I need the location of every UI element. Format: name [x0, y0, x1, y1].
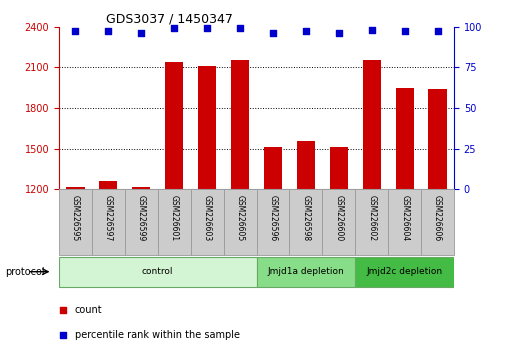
Bar: [59, 257, 256, 287]
Bar: [125, 189, 158, 255]
Text: protocol: protocol: [5, 267, 45, 277]
Point: [236, 25, 244, 31]
Bar: [355, 189, 388, 255]
Text: GSM226600: GSM226600: [334, 195, 343, 241]
Point: [433, 29, 442, 34]
Bar: [59, 189, 92, 255]
Point: [269, 30, 277, 36]
Bar: [264, 147, 282, 189]
Bar: [428, 89, 447, 189]
Bar: [256, 257, 355, 287]
Text: GSM226596: GSM226596: [268, 195, 278, 241]
Point: [203, 25, 211, 31]
Bar: [66, 187, 85, 189]
Bar: [224, 189, 256, 255]
Text: count: count: [75, 305, 103, 315]
Text: GSM226602: GSM226602: [367, 195, 376, 241]
Text: GDS3037 / 1450347: GDS3037 / 1450347: [106, 12, 233, 25]
Point: [170, 25, 179, 31]
Text: GSM226601: GSM226601: [170, 195, 179, 241]
Text: Jmjd1a depletion: Jmjd1a depletion: [267, 267, 344, 275]
Point: [59, 332, 67, 337]
Text: GSM226606: GSM226606: [433, 195, 442, 241]
Text: GSM226605: GSM226605: [235, 195, 245, 241]
Bar: [100, 181, 117, 189]
Bar: [355, 257, 454, 287]
Point: [368, 27, 376, 33]
Point: [104, 29, 112, 34]
Bar: [198, 66, 216, 189]
Bar: [231, 61, 249, 189]
Bar: [297, 141, 315, 189]
Bar: [289, 189, 322, 255]
Bar: [363, 61, 381, 189]
Text: GSM226597: GSM226597: [104, 195, 113, 241]
Bar: [256, 189, 289, 255]
Bar: [132, 187, 150, 189]
Text: GSM226595: GSM226595: [71, 195, 80, 241]
Bar: [396, 88, 413, 189]
Point: [302, 29, 310, 34]
Point: [137, 30, 145, 36]
Bar: [421, 189, 454, 255]
Bar: [388, 189, 421, 255]
Bar: [165, 62, 183, 189]
Bar: [322, 189, 355, 255]
Bar: [158, 189, 191, 255]
Text: GSM226603: GSM226603: [203, 195, 212, 241]
Text: Jmjd2c depletion: Jmjd2c depletion: [367, 267, 443, 275]
Point: [59, 307, 67, 313]
Point: [334, 30, 343, 36]
Bar: [330, 147, 348, 189]
Text: GSM226598: GSM226598: [301, 195, 310, 241]
Bar: [191, 189, 224, 255]
Text: GSM226599: GSM226599: [137, 195, 146, 241]
Text: control: control: [142, 267, 173, 275]
Bar: [92, 189, 125, 255]
Text: percentile rank within the sample: percentile rank within the sample: [75, 330, 240, 339]
Point: [401, 29, 409, 34]
Point: [71, 29, 80, 34]
Text: GSM226604: GSM226604: [400, 195, 409, 241]
